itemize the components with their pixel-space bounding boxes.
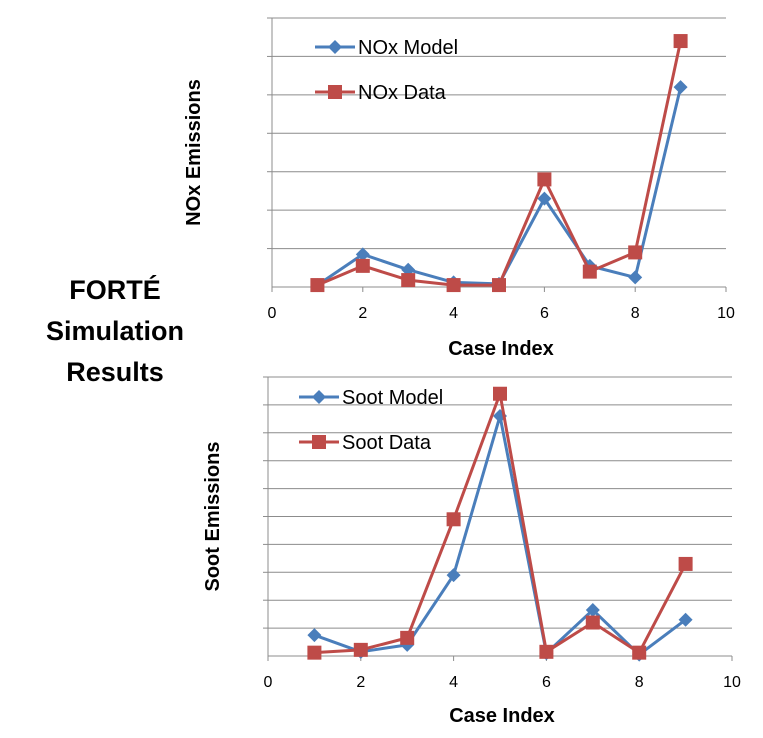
soot-legend-model-label: Soot Model (342, 387, 443, 409)
nox-data-point (537, 172, 552, 187)
soot-data-point (493, 386, 507, 401)
nox-model-point (673, 80, 688, 95)
soot-data-point (446, 512, 461, 527)
side-title-line-1: FORTÉ (69, 275, 161, 305)
nox-data-point (446, 278, 461, 293)
nox-data-point (492, 278, 506, 293)
soot-model-point (307, 628, 322, 643)
nox-x-tick-label: 4 (449, 305, 458, 322)
nox-model-point (628, 270, 643, 285)
nox-x-tick-label: 6 (540, 305, 549, 322)
side-title-line-2: Simulation (45, 316, 184, 346)
nox-data-point (673, 34, 688, 49)
soot-x-tick-label: 6 (542, 674, 551, 691)
soot-legend-model-marker (312, 390, 326, 404)
soot-x-tick-label: 0 (264, 674, 273, 691)
nox-model-point (537, 191, 552, 206)
nox-x-axis-title: Case Index (448, 338, 554, 360)
nox-chart: 0 2 4 6 8 10 Case Index NOx Emissions NOx Model N… (183, 17, 735, 360)
soot-data-point (678, 556, 693, 571)
soot-x-tick-label: 4 (449, 674, 458, 691)
soot-data-point (632, 645, 647, 660)
nox-data-point (582, 264, 597, 279)
soot-data-point (585, 615, 600, 630)
nox-model-point (355, 247, 370, 262)
soot-model-point (446, 568, 461, 583)
soot-data-point (353, 642, 368, 657)
soot-x-tick-label: 8 (635, 674, 644, 691)
soot-legend-data-label: Soot Data (342, 432, 432, 454)
nox-x-tick-label: 0 (268, 305, 277, 322)
nox-data-point (310, 278, 325, 293)
soot-model-point (678, 612, 693, 627)
nox-x-tick-label: 10 (717, 305, 735, 322)
nox-data-point (355, 258, 370, 273)
nox-x-tick-label: 8 (631, 305, 640, 322)
nox-legend-model-marker (328, 40, 342, 54)
nox-legend-model-label: NOx Model (358, 37, 458, 59)
soot-data-point (539, 644, 554, 659)
side-title-line-3: Results (66, 357, 164, 387)
nox-data-point (628, 245, 643, 260)
soot-x-tick-label: 10 (723, 674, 741, 691)
soot-legend-data-marker (312, 435, 326, 449)
nox-data-point (401, 273, 416, 288)
nox-legend-data-marker (328, 85, 342, 99)
soot-data-point (307, 645, 322, 660)
soot-model-point (585, 602, 600, 617)
soot-x-axis-title: Case Index (449, 705, 555, 727)
nox-x-tick-label: 2 (358, 305, 367, 322)
nox-y-axis-title: NOx Emissions (183, 79, 205, 226)
soot-x-tick-label: 2 (356, 674, 365, 691)
side-title: FORTÉ Simulation Results (30, 270, 200, 393)
soot-y-axis-title: Soot Emissions (202, 441, 224, 591)
soot-data-point (400, 630, 415, 645)
soot-chart: 0 2 4 6 8 10 Case Index Soot Emissions Soot Mode… (202, 376, 741, 727)
nox-legend-data-label: NOx Data (358, 82, 447, 104)
